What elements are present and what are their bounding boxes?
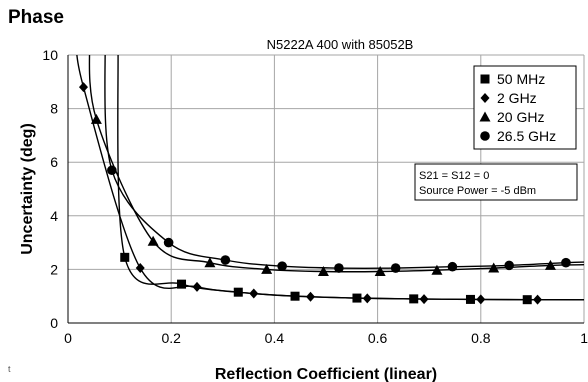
data-point-50-mhz xyxy=(120,252,130,262)
legend-box xyxy=(473,65,577,150)
conditions-note-line-1: S21 = S12 = 0 xyxy=(419,170,489,182)
data-point-50-mhz xyxy=(522,295,532,305)
data-point-50-mhz xyxy=(290,291,300,301)
y-tick-label: 6 xyxy=(50,154,58,170)
data-point-26-5-ghz xyxy=(390,263,401,273)
series-markers xyxy=(78,82,571,305)
conditions-note-box xyxy=(414,163,578,201)
data-point-2-ghz xyxy=(476,294,486,305)
x-axis-label: Reflection Coefficient (linear) xyxy=(215,366,437,382)
y-tick-label: 10 xyxy=(42,47,58,63)
data-point-2-ghz xyxy=(78,82,88,93)
legend-marker-20-ghz xyxy=(479,111,491,122)
y-axis-label: Uncertainty (deg) xyxy=(19,123,36,255)
legend-label-2-ghz: 2 GHz xyxy=(497,90,537,106)
data-point-26-5-ghz xyxy=(107,165,117,176)
x-tick-label: 0.6 xyxy=(368,330,388,346)
y-tick-label: 4 xyxy=(50,208,58,224)
x-tick-label: 0.2 xyxy=(161,330,181,346)
data-point-20-ghz xyxy=(204,257,216,268)
x-tick-label: 0.8 xyxy=(471,330,491,346)
data-point-20-ghz xyxy=(90,113,102,124)
data-point-20-ghz xyxy=(374,266,386,277)
chart-title: N5222A 400 with 85052B xyxy=(267,37,414,52)
data-point-2-ghz xyxy=(419,294,429,305)
data-point-2-ghz xyxy=(362,293,372,304)
data-point-20-ghz xyxy=(261,263,273,274)
data-point-2-ghz xyxy=(249,288,259,299)
x-tick-label: 0.4 xyxy=(265,330,285,346)
data-point-26-5-ghz xyxy=(504,260,514,271)
data-point-20-ghz xyxy=(488,262,500,273)
data-point-2-ghz xyxy=(306,291,316,302)
stray-mark: t xyxy=(8,364,11,374)
data-point-20-ghz xyxy=(544,259,556,270)
data-point-26-5-ghz xyxy=(220,255,231,265)
y-tick-label: 0 xyxy=(50,315,58,331)
data-point-2-ghz xyxy=(533,294,543,305)
conditions-note-line-2: Source Power = -5 dBm xyxy=(419,185,536,197)
series-line-2-ghz xyxy=(76,55,584,301)
data-point-2-ghz xyxy=(192,281,202,292)
legend-label-26-5-ghz: 26.5 GHz xyxy=(497,128,556,144)
data-point-26-5-ghz xyxy=(334,263,344,273)
data-point-20-ghz xyxy=(147,235,159,246)
data-point-50-mhz xyxy=(465,294,475,304)
legend-label-50-mhz: 50 MHz xyxy=(497,71,545,87)
grid xyxy=(68,54,585,323)
data-point-26-5-ghz xyxy=(277,261,287,271)
legend-label-20-ghz: 20 GHz xyxy=(497,109,544,125)
x-tick-label: 0 xyxy=(64,330,72,346)
y-tick-label: 8 xyxy=(50,101,58,117)
legend-marker-50-mhz xyxy=(480,74,490,84)
series-line-26-5-ghz xyxy=(104,55,584,269)
data-point-26-5-ghz xyxy=(447,261,458,272)
data-point-20-ghz xyxy=(317,266,329,277)
x-tick-label: 1 xyxy=(580,330,588,346)
data-point-26-5-ghz xyxy=(561,257,571,268)
data-point-50-mhz xyxy=(233,287,243,297)
data-point-50-mhz xyxy=(409,294,419,304)
data-point-50-mhz xyxy=(177,279,187,289)
legend-marker-2-ghz xyxy=(480,93,490,103)
data-point-20-ghz xyxy=(431,264,443,275)
legend: 50 MHz 2 GHz 20 GHz 26.5 GHz xyxy=(473,65,577,150)
legend-marker-26-5-ghz xyxy=(480,131,490,141)
y-tick-label: 2 xyxy=(50,261,58,277)
page-heading: Phase xyxy=(8,7,64,28)
data-point-50-mhz xyxy=(352,293,362,303)
data-point-2-ghz xyxy=(135,263,145,274)
data-point-26-5-ghz xyxy=(163,237,174,248)
conditions-note: S21 = S12 = 0 Source Power = -5 dBm xyxy=(414,163,578,201)
